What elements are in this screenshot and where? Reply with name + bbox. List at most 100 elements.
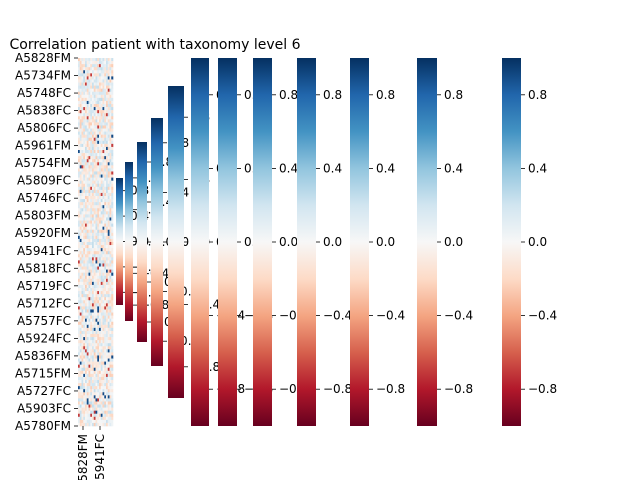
heatmap-cell: [79, 162, 82, 166]
heatmap-cell: [81, 82, 84, 86]
heatmap-cell: [79, 183, 82, 188]
heatmap-cell: [83, 134, 86, 139]
heatmap-cell: [81, 401, 84, 405]
heatmap-cell: [85, 128, 88, 132]
heatmap-cell: [79, 119, 82, 123]
heatmap-cell: [100, 165, 103, 169]
heatmap-cell: [90, 192, 93, 197]
heatmap-cell: [93, 143, 96, 148]
heatmap-cell: [95, 370, 98, 375]
heatmap-cell: [79, 324, 82, 329]
heatmap-cell: [90, 125, 93, 129]
heatmap-cell: [109, 91, 112, 96]
heatmap-cell: [99, 361, 102, 365]
heatmap-cell: [95, 171, 98, 175]
heatmap-cell: [93, 208, 96, 212]
heatmap-cell: [81, 223, 84, 227]
heatmap-cell: [107, 257, 110, 261]
heatmap-cell: [85, 242, 88, 246]
heatmap-cell: [79, 82, 82, 86]
heatmap-cell: [111, 73, 114, 77]
heatmap-cell: [90, 367, 93, 372]
heatmap-cell: [78, 327, 81, 332]
heatmap-cell: [79, 196, 82, 200]
heatmap-cell: [93, 376, 96, 381]
heatmap-cell: [93, 275, 96, 280]
heatmap-cell: [111, 171, 114, 175]
heatmap-cell: [111, 199, 114, 203]
heatmap-cell: [99, 321, 102, 326]
heatmap-cell: [106, 413, 109, 418]
heatmap-cell: [78, 346, 81, 350]
heatmap-cell: [93, 165, 96, 169]
heatmap-cell: [99, 260, 102, 264]
heatmap-cell: [100, 91, 103, 96]
heatmap-cell: [93, 189, 96, 194]
heatmap-cell: [79, 122, 82, 126]
heatmap-cell: [92, 355, 95, 359]
heatmap-cell: [79, 297, 82, 301]
heatmap-cell: [107, 260, 110, 264]
heatmap-cell: [81, 324, 84, 329]
heatmap-cell: [97, 146, 100, 151]
heatmap-cell: [107, 104, 110, 108]
colorbar-gradient: [116, 178, 123, 305]
heatmap-cell: [83, 67, 86, 71]
heatmap-cell: [104, 361, 107, 365]
heatmap-cell: [81, 192, 84, 197]
heatmap-cell: [92, 177, 95, 181]
heatmap-cell: [79, 266, 82, 270]
heatmap-cell: [90, 376, 93, 381]
heatmap-cell: [78, 254, 81, 258]
heatmap-cell: [111, 217, 114, 221]
heatmap-cell: [92, 162, 95, 166]
heatmap-cell: [88, 278, 91, 283]
heatmap-cell: [79, 180, 82, 185]
heatmap-cell: [85, 146, 88, 151]
heatmap-cell: [109, 238, 112, 243]
heatmap-cell: [92, 321, 95, 326]
heatmap-cell: [93, 131, 96, 135]
heatmap-cell: [83, 125, 86, 129]
heatmap-cell: [106, 186, 109, 191]
heatmap-cell: [100, 257, 103, 261]
heatmap-cell: [93, 100, 96, 105]
heatmap-cell: [107, 389, 110, 393]
heatmap-cell: [100, 202, 103, 206]
heatmap-cell: [104, 306, 107, 310]
heatmap-cell: [100, 64, 103, 68]
heatmap-cell: [81, 143, 84, 148]
heatmap-cell: [79, 318, 82, 323]
heatmap-cell: [97, 153, 100, 157]
heatmap-cell: [97, 122, 100, 126]
heatmap-cell: [106, 116, 109, 120]
heatmap-cell: [111, 186, 114, 191]
heatmap-cell: [81, 343, 84, 347]
heatmap-cell: [107, 61, 110, 65]
heatmap-cell: [90, 355, 93, 359]
heatmap-cell: [100, 192, 103, 197]
heatmap-cell: [90, 61, 93, 65]
heatmap-cell: [81, 330, 84, 335]
heatmap-cell: [85, 315, 88, 319]
colorbar-tick-label: 0.8: [376, 88, 395, 102]
heatmap-cell: [93, 226, 96, 231]
heatmap-cell: [85, 383, 88, 387]
heatmap-cell: [78, 226, 81, 231]
heatmap-cell: [92, 146, 95, 151]
heatmap-cell: [104, 140, 107, 145]
heatmap-cell: [107, 269, 110, 273]
heatmap-cell: [85, 407, 88, 411]
heatmap-cell: [86, 168, 89, 172]
heatmap-cell: [83, 119, 86, 123]
heatmap-cell: [92, 334, 95, 338]
heatmap-cell: [97, 272, 100, 277]
heatmap-cell: [79, 373, 82, 378]
heatmap-cell: [106, 64, 109, 68]
heatmap-cell: [109, 229, 112, 234]
heatmap-cell: [79, 334, 82, 338]
heatmap-cell: [109, 189, 112, 194]
heatmap-cell: [95, 153, 98, 157]
heatmap-cell: [97, 318, 100, 323]
heatmap-cell: [109, 272, 112, 277]
